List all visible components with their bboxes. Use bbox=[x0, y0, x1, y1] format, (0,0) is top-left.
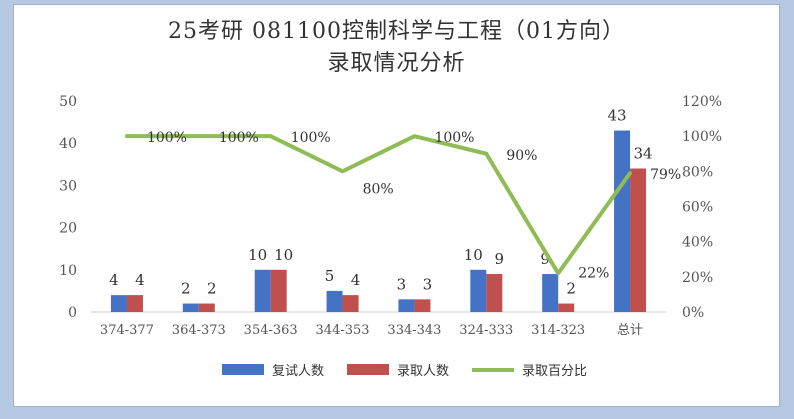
x-tick-label: 334-343 bbox=[387, 323, 441, 338]
x-tick-label: 364-373 bbox=[172, 323, 226, 338]
line-data-label: 79% bbox=[650, 167, 681, 183]
bar-data-label: 4 bbox=[135, 271, 145, 289]
bar-data-label: 3 bbox=[423, 275, 433, 293]
x-tick-label: 344-353 bbox=[316, 323, 370, 338]
bar-admitted bbox=[342, 295, 359, 312]
y-left-tick-label: 0 bbox=[68, 305, 77, 321]
bar-admitted bbox=[414, 299, 431, 312]
y-right-tick-label: 20% bbox=[682, 270, 713, 286]
x-tick-label: 354-363 bbox=[244, 323, 298, 338]
bar-admitted bbox=[126, 295, 143, 312]
bar-data-label: 10 bbox=[274, 246, 293, 264]
percentage-line bbox=[124, 134, 633, 276]
bar-data-label: 5 bbox=[325, 267, 335, 285]
chart-title-line2: 录取情况分析 bbox=[327, 51, 466, 76]
bar-retest bbox=[398, 299, 415, 312]
line-data-label: 100% bbox=[291, 130, 331, 146]
legend-label: 录取百分比 bbox=[522, 364, 587, 379]
legend-label: 录取人数 bbox=[397, 364, 449, 379]
line-data-label: 100% bbox=[219, 130, 259, 146]
bar-admitted bbox=[198, 303, 215, 312]
bar-data-label: 9 bbox=[540, 250, 550, 268]
bar-retest bbox=[326, 290, 343, 312]
chart-title-line1: 25考研 081100控制科学与工程（01方向） bbox=[168, 19, 625, 44]
line-data-label: 22% bbox=[578, 265, 609, 281]
x-tick-label: 374-377 bbox=[100, 323, 154, 338]
bar-admitted bbox=[558, 303, 575, 312]
x-tick-label: 总计 bbox=[617, 323, 643, 338]
bar-retest bbox=[614, 130, 631, 312]
legend-swatch bbox=[222, 364, 264, 375]
bar-retest bbox=[470, 269, 487, 312]
line-data-label: 100% bbox=[147, 130, 187, 146]
bar-data-label: 2 bbox=[181, 280, 191, 298]
bar-retest bbox=[542, 274, 559, 312]
bar-retest bbox=[182, 303, 199, 312]
y-right-tick-label: 80% bbox=[682, 164, 713, 180]
line-data-label: 90% bbox=[506, 148, 537, 164]
legend-label: 复试人数 bbox=[272, 364, 324, 379]
bar-data-label: 2 bbox=[566, 280, 576, 298]
y-right-tick-label: 60% bbox=[682, 200, 713, 216]
y-left-tick-label: 30 bbox=[59, 178, 77, 194]
x-tick-label: 314-323 bbox=[531, 323, 585, 338]
y-right-tick-label: 40% bbox=[682, 235, 713, 251]
bar-data-label: 2 bbox=[207, 280, 217, 298]
bar-data-label: 9 bbox=[495, 250, 505, 268]
y-left-tick-label: 20 bbox=[59, 221, 77, 237]
bar-admitted bbox=[630, 168, 647, 312]
bar-retest bbox=[110, 295, 127, 312]
legend-swatch bbox=[347, 364, 389, 375]
y-left-tick-label: 40 bbox=[59, 136, 77, 152]
bar-data-label: 10 bbox=[248, 246, 267, 264]
combo-chart: 0 10 20 30 40 50 0% 20% 40% 60% 80% 100% 120% 374-377… bbox=[59, 94, 722, 379]
bar-admitted bbox=[270, 269, 287, 312]
bar-data-label: 4 bbox=[109, 271, 119, 289]
y-right-tick-label: 120% bbox=[682, 94, 722, 110]
bar-data-label: 43 bbox=[608, 107, 627, 125]
y-right-tick-label: 0% bbox=[682, 305, 704, 321]
y-left-tick-label: 10 bbox=[59, 263, 77, 279]
x-tick-label: 324-333 bbox=[459, 323, 513, 338]
bar-data-label: 34 bbox=[634, 145, 653, 163]
y-right-tick-label: 100% bbox=[682, 129, 722, 145]
y-left-tick-label: 50 bbox=[59, 94, 77, 110]
chart-panel: 25考研 081100控制科学与工程（01方向） 录取情况分析 0 10 20 30 4… bbox=[13, 4, 780, 407]
bar-data-label: 10 bbox=[464, 246, 483, 264]
bar-retest bbox=[254, 269, 271, 312]
line-data-label: 100% bbox=[434, 130, 474, 146]
bar-data-label: 3 bbox=[397, 275, 407, 293]
line-data-label: 80% bbox=[363, 181, 394, 197]
bar-admitted bbox=[486, 274, 503, 312]
bar-data-label: 4 bbox=[351, 271, 361, 289]
